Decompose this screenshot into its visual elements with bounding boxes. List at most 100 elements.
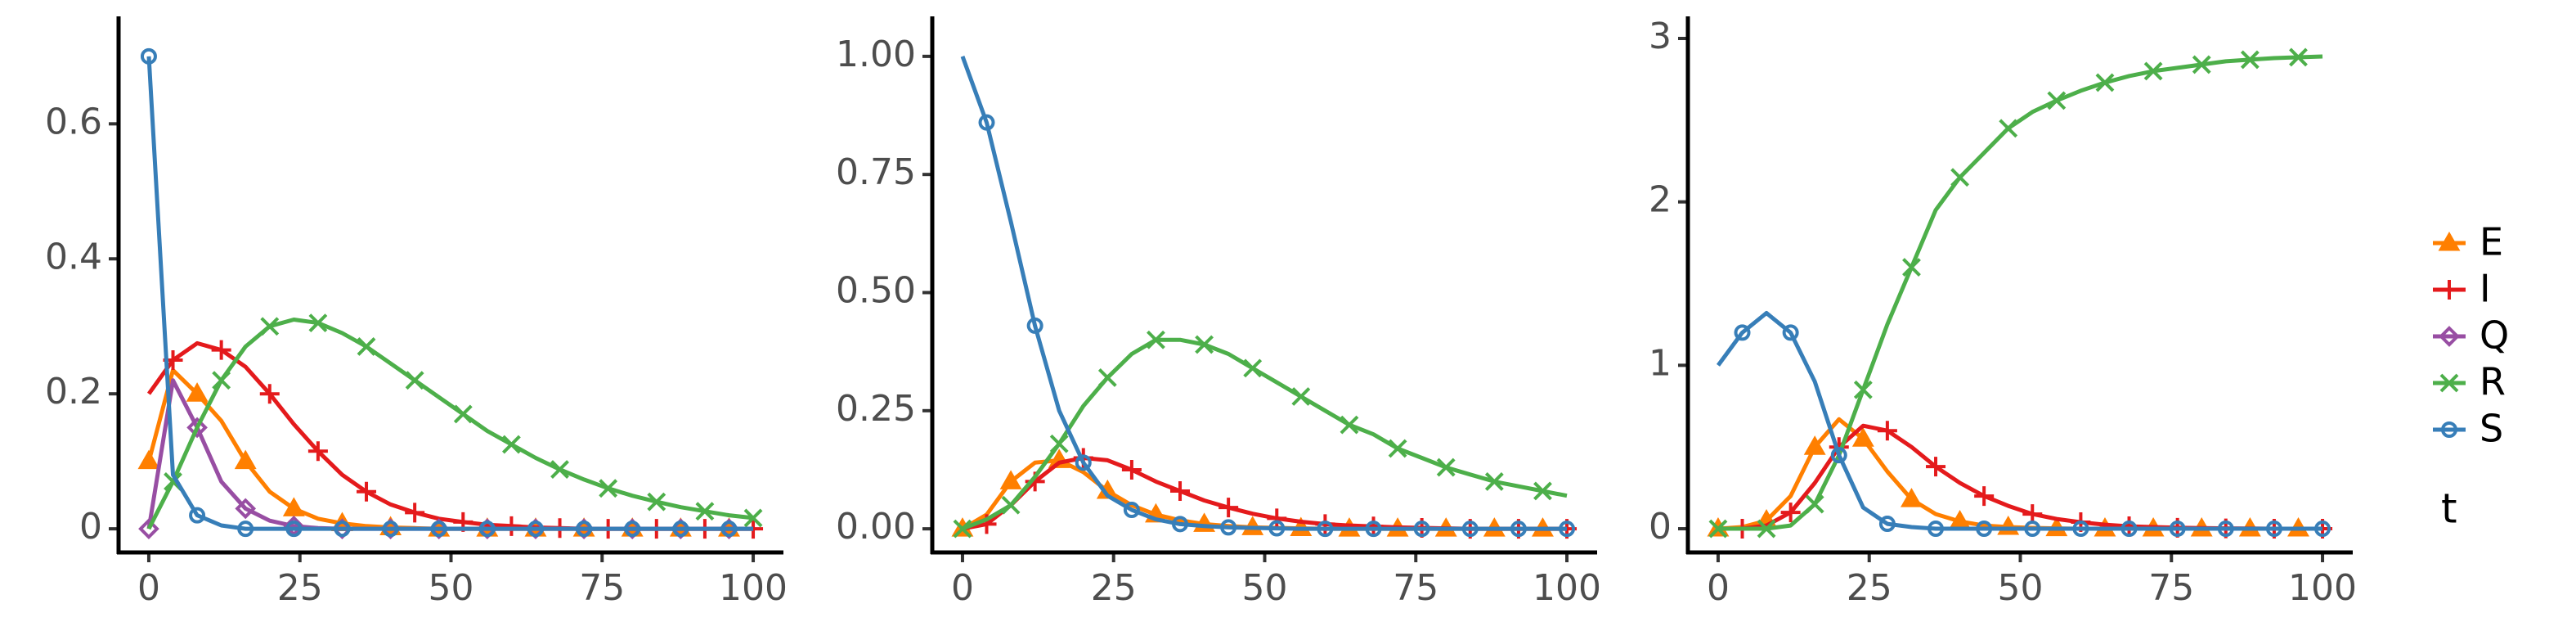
marker xyxy=(1782,324,1799,341)
marker xyxy=(334,521,351,538)
marker xyxy=(1805,494,1824,514)
marker xyxy=(137,449,160,470)
marker xyxy=(953,519,972,539)
marker xyxy=(453,404,473,424)
marker xyxy=(1853,380,1873,399)
marker xyxy=(2240,50,2260,70)
marker xyxy=(1218,498,1239,518)
marker xyxy=(1928,521,1945,538)
marker xyxy=(189,507,206,524)
marker xyxy=(1291,387,1311,406)
marker xyxy=(307,441,328,462)
marker xyxy=(235,498,257,520)
x-tick-label: 50 xyxy=(1242,567,1288,609)
marker xyxy=(1780,503,1801,523)
marker xyxy=(1413,521,1430,538)
marker xyxy=(2289,47,2308,67)
marker xyxy=(1851,427,1874,447)
marker xyxy=(1268,520,1286,537)
legend-label: I xyxy=(2480,267,2491,311)
marker xyxy=(672,521,689,538)
x-tick-label: 75 xyxy=(2148,567,2194,609)
marker xyxy=(1803,435,1826,455)
marker xyxy=(1049,434,1069,453)
marker xyxy=(140,47,157,65)
marker xyxy=(1902,258,1921,277)
x-tick-label: 25 xyxy=(1091,567,1137,609)
marker xyxy=(1461,521,1479,538)
marker xyxy=(999,470,1022,489)
marker xyxy=(1195,335,1214,354)
marker xyxy=(138,518,159,539)
marker xyxy=(1123,502,1140,519)
y-tick-label: 0.25 xyxy=(836,388,916,430)
marker xyxy=(576,521,593,538)
series-line xyxy=(960,56,1567,531)
marker xyxy=(2024,521,2041,538)
marker xyxy=(234,449,257,470)
marker xyxy=(1510,521,1527,538)
marker xyxy=(430,521,447,538)
marker xyxy=(1026,317,1043,334)
marker xyxy=(405,503,425,523)
x-tick-label: 100 xyxy=(2288,567,2357,609)
legend-label: S xyxy=(2480,407,2503,451)
marker xyxy=(2439,326,2460,347)
marker xyxy=(2438,231,2461,251)
marker xyxy=(186,417,208,439)
marker xyxy=(501,516,522,536)
marker xyxy=(1365,521,1382,538)
marker xyxy=(1950,168,1970,187)
marker xyxy=(1976,521,1993,538)
y-tick-label: 0.4 xyxy=(45,236,102,277)
marker xyxy=(1997,516,2020,535)
marker xyxy=(1388,439,1407,458)
marker xyxy=(2120,521,2138,538)
marker xyxy=(695,502,715,521)
marker xyxy=(2169,521,2186,538)
marker xyxy=(720,521,738,538)
marker xyxy=(1075,454,1092,471)
y-tick-label: 0.00 xyxy=(836,506,916,548)
series-line xyxy=(962,337,1568,531)
marker xyxy=(357,481,377,502)
marker xyxy=(2314,521,2331,538)
y-tick-label: 0 xyxy=(79,506,102,548)
legend-title: t xyxy=(2441,485,2457,533)
x-tick-label: 75 xyxy=(1393,567,1438,609)
y-tick-label: 3 xyxy=(1649,16,1672,57)
marker xyxy=(1999,119,2018,138)
x-tick-label: 25 xyxy=(1847,567,1892,609)
marker xyxy=(1949,510,1972,530)
marker xyxy=(1097,367,1117,387)
marker xyxy=(1878,516,1896,533)
y-tick-label: 0.75 xyxy=(836,151,916,193)
marker xyxy=(743,508,763,528)
series-line xyxy=(962,456,1567,531)
marker xyxy=(478,521,496,538)
x-tick-label: 50 xyxy=(1998,567,2044,609)
legend-label: Q xyxy=(2480,313,2509,358)
x-tick-label: 75 xyxy=(579,567,625,609)
marker xyxy=(1926,457,1946,477)
x-tick-label: 50 xyxy=(429,567,474,609)
series-line xyxy=(1718,423,2322,531)
y-tick-label: 0 xyxy=(1649,506,1672,548)
marker xyxy=(1147,330,1165,349)
marker xyxy=(2265,521,2282,538)
marker xyxy=(259,384,280,404)
marker xyxy=(1830,447,1847,464)
marker xyxy=(1974,486,1995,507)
marker xyxy=(1001,495,1021,515)
x-tick-label: 100 xyxy=(1533,567,1601,609)
marker xyxy=(2441,421,2457,438)
y-tick-label: 1 xyxy=(1649,342,1672,384)
marker xyxy=(2192,55,2211,74)
marker xyxy=(357,337,376,356)
marker xyxy=(2217,521,2234,538)
marker xyxy=(1170,480,1191,501)
marker xyxy=(382,521,399,538)
marker xyxy=(237,521,254,538)
legend-label: E xyxy=(2480,220,2503,264)
